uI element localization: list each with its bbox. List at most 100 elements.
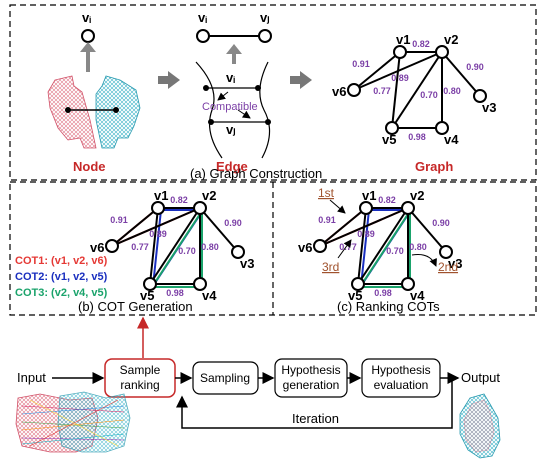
cot3-triangle [358,207,411,288]
edge-weight-v2-v3: 0.90 [466,62,484,72]
graph-edge-v2-v5 [357,207,409,285]
edge-weight-v2-v3: 0.90 [432,218,450,228]
ranking-cots-caption: (c) Ranking COTs [337,299,440,314]
graph-node-label-v5: v5 [382,132,396,147]
cot2-label: COT2: (v1, v2, v5) [15,271,108,283]
graph-edge-v1-v6 [353,51,401,91]
graph-node-label-v6: v6 [90,240,104,255]
cot3-triangle [150,207,203,288]
edge-curve-left [195,61,223,159]
hyp-eval-line2: evaluation [374,378,429,392]
graph-node-label-v1: v1 [396,32,410,47]
graph-node-v4 [193,277,207,291]
edge-weight-v2-v5: 0.70 [178,246,196,256]
graph-node-v5 [143,277,157,291]
edge-vi-label: vᵢ [198,10,207,25]
input-roosters-image [15,391,131,453]
edge-weight-v2-v6: 0.89 [357,229,375,239]
cot-generation-caption: (b) COT Generation [78,299,193,314]
edge-weight-v1-v2: 0.82 [412,39,430,49]
edge-inner-vj-label: vⱼ [226,122,236,137]
graph-edge-v1-v5 [357,207,367,285]
node-up-arrow-head [80,42,96,52]
graph-node-label-v6: v6 [298,240,312,255]
node-section: vᵢ Node [47,10,141,174]
graph-node-v1 [151,201,165,215]
graph-node-label-v1: v1 [362,188,376,203]
graph-a: 0.82 0.91 0.89 0.90 0.70 0.80 0.77 0.98 v1 v2 v3 v4… [332,32,496,147]
graph-node-label-v4: v4 [202,288,217,303]
cot1-label: COT1: (v1, v2, v6) [15,255,108,267]
graph-node-label-v5: v5 [348,288,362,303]
hyp-eval-line1: Hypothesis [371,363,430,377]
graph-edge-v2-v5 [391,51,443,129]
gray-arrow-2 [290,71,312,89]
red-rooster-image [47,75,97,149]
graph-node-v2 [193,201,207,215]
edge-weight-v2-v4: 0.80 [443,86,461,96]
edge-inner-vi-label: vᵢ [226,70,235,85]
rank-first-label: 1st [318,186,335,200]
graph-edge-v1-v6 [319,207,367,247]
edge-weight-v2-v3: 0.90 [224,218,242,228]
edge-section: vᵢ vⱼ vᵢ vⱼ Compatible Edge [195,10,272,174]
edge-weight-v2-v6: 0.89 [149,229,167,239]
hyp-gen-line1: Hypothesis [281,363,340,377]
graph-node-label-v2: v2 [444,32,458,47]
graph-node-v6 [313,239,327,253]
graph-node-v5 [385,121,399,135]
iteration-label: Iteration [292,411,339,426]
graph-node-v6 [347,83,361,97]
edge-weight-v2-v5: 0.70 [420,90,438,100]
graph-node-label-v1: v1 [154,188,168,203]
edge-weight-v1-v2: 0.82 [378,195,396,205]
graph-node-label-v3: v3 [240,256,254,271]
graph-node-v1 [359,201,373,215]
edge-weight-v1-v2: 0.82 [170,195,188,205]
node-label: Node [73,159,106,174]
graph-node-v1 [393,45,407,59]
graph-edge-v1-v5 [149,207,159,285]
graph-node-v2 [435,45,449,59]
graph-node-label-v4: v4 [410,288,425,303]
node-vi-circle [81,29,95,43]
graph-node-label-v2: v2 [410,188,424,203]
graph-node-label-v6: v6 [332,84,346,99]
graph-node-label-v2: v2 [202,188,216,203]
graph-node-label-v4: v4 [444,132,459,147]
cot3-label: COT3: (v2, v4, v5) [15,287,108,299]
output-rooster-image [459,393,501,459]
graph-node-label-v3: v3 [482,100,496,115]
graph-edge-v2-v3 [199,207,239,253]
sample-ranking-line1: Sample [120,363,161,377]
edge-weight-v2-v5: 0.70 [386,246,404,256]
graph-node-v5 [351,277,365,291]
edge-weight-v2-v4: 0.80 [409,242,427,252]
graph-edge-v2-v3 [441,51,481,97]
graph-node-v4 [401,277,415,291]
graph-b: 0.82 0.91 0.89 0.90 0.70 0.80 0.77 0.98 v1 v2 v3 v4… [90,188,254,303]
graph-label: Graph [415,159,453,174]
graph-construction-panel [9,4,537,181]
edge-weight-v1-v6: 0.91 [110,215,128,225]
edge-label: Edge [216,159,248,174]
edge-weight-v1-v6: 0.91 [318,215,336,225]
edge-curve-right [259,61,271,159]
graph-node-v2 [401,201,415,215]
gray-arrow-1 [158,71,180,89]
graph-edge-v1-v6 [111,207,159,247]
graph-node-v3 [439,245,453,259]
sampling-label: Sampling [200,371,250,385]
graph-node-v3 [473,89,487,103]
iteration-loop-arrow [176,378,453,429]
graph-node-label-v5: v5 [140,288,154,303]
sample-ranking-line2: ranking [120,378,159,392]
input-label: Input [17,370,46,385]
edge-weight-v2-v6: 0.89 [391,73,409,83]
graph-edge-v2-v5 [149,207,201,285]
edge-weight-v2-v4: 0.80 [201,242,219,252]
edge-vj-label: vⱼ [260,10,270,25]
edge-weight-v1-v5: 0.77 [373,86,391,96]
compatible-label: Compatible [202,101,258,113]
